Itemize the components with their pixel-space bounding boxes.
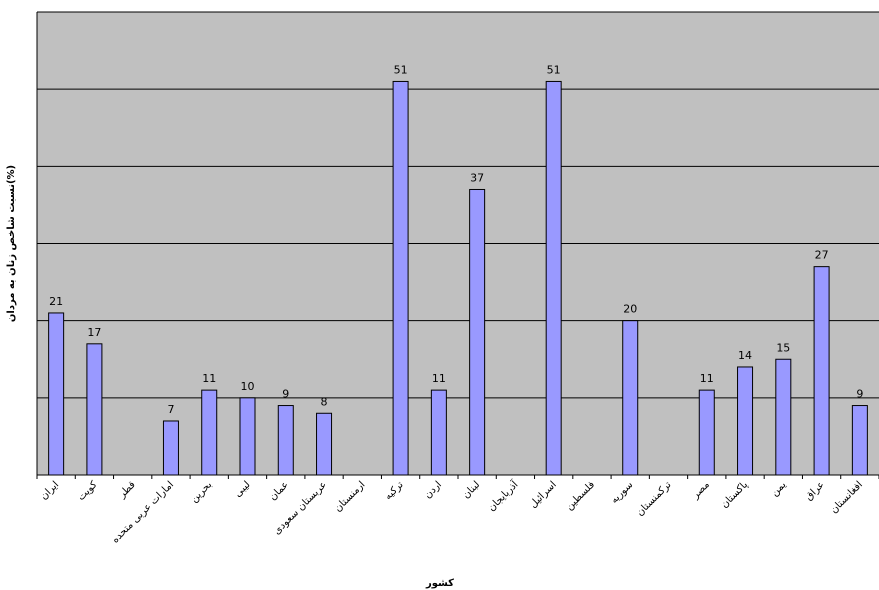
data-label: 11 [202, 372, 216, 385]
bar [775, 358, 792, 476]
bar [48, 312, 65, 476]
data-label: 10 [241, 380, 255, 393]
bar [469, 188, 486, 476]
bar [698, 389, 715, 476]
x-tick-label: لبنان [461, 479, 483, 501]
bar [813, 266, 830, 476]
x-axis-title: کشور [425, 578, 454, 589]
data-label: 15 [776, 341, 790, 354]
data-label: 17 [87, 326, 101, 339]
data-label: 20 [623, 303, 637, 316]
data-label: 9 [856, 388, 863, 401]
data-label: 51 [394, 63, 408, 76]
bar [239, 397, 256, 476]
bar [545, 80, 562, 476]
data-label: 21 [49, 295, 63, 308]
x-tick-label: عمان [267, 479, 290, 502]
x-tick-label: پاکستان [719, 479, 750, 510]
data-labels-group: 21 17 7 11 10 9 8 51 11 37 51 20 11 14 15 27 9 [49, 63, 863, 416]
x-tick-label: بحرین [189, 479, 215, 505]
x-tick-label: ایران [38, 479, 61, 502]
x-tick-label: مصر [690, 479, 712, 501]
x-tick-label: سوریه [609, 479, 636, 506]
x-axis [36, 12, 879, 479]
data-label: 8 [321, 395, 328, 408]
x-tick-label: ترکمنستان [635, 479, 674, 518]
data-label: 9 [282, 388, 289, 401]
data-label: 11 [700, 372, 714, 385]
x-tick-label: اسرائیل [528, 479, 559, 510]
x-tick-label: ارمنستان [333, 479, 368, 514]
data-label: 7 [167, 403, 174, 416]
bar [277, 405, 294, 476]
bar [622, 320, 639, 476]
bar [737, 366, 754, 476]
x-tick-label: عراق [803, 479, 826, 502]
bar [86, 343, 103, 476]
x-tick-label: ترکیه [383, 479, 406, 502]
x-tick-label: کویت [76, 479, 100, 503]
bar [201, 389, 218, 476]
bar [162, 420, 179, 476]
data-label: 37 [470, 171, 484, 184]
x-tick-label: فلسطین [564, 479, 597, 512]
data-label: 27 [815, 249, 829, 262]
x-tick-label: اردن [422, 479, 444, 501]
x-tick-label: قطر [116, 479, 138, 501]
x-tick-label: لیبی [233, 479, 253, 499]
y-axis-title: نسبت شاخص زنان به مردان(%) [6, 165, 17, 322]
bar [392, 80, 409, 476]
bar [851, 405, 868, 476]
x-tick-label: آذربایجان [485, 477, 522, 514]
bar [316, 412, 333, 476]
data-label: 14 [738, 349, 752, 362]
data-label: 51 [547, 63, 561, 76]
x-tick-label: افغانستان [829, 479, 865, 515]
data-label: 11 [432, 372, 446, 385]
x-tick-label: یمن [769, 479, 788, 498]
bar [430, 389, 447, 476]
gridlines [37, 11, 879, 399]
